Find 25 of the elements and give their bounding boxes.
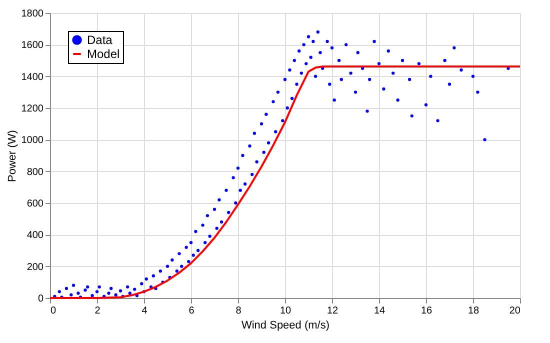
x-tick-label: 6	[188, 306, 195, 316]
x-tick-label: 2	[94, 306, 101, 316]
y-axis-title: Power (W)	[6, 130, 18, 182]
x-tick-label: 0	[50, 306, 56, 316]
y-tick-label: 1000	[21, 135, 44, 146]
y-tick-label: 400	[26, 230, 44, 242]
x-tick-label: 12	[326, 306, 338, 316]
y-tick-label: 1600	[21, 40, 44, 52]
x-tick-label: 8	[236, 306, 242, 316]
y-tick-label: 0	[38, 294, 44, 304]
y-tick-label: 600	[26, 198, 44, 210]
legend-label: Data	[87, 33, 113, 47]
x-tick-label: 10	[280, 306, 292, 316]
y-tick-label: 800	[26, 166, 44, 178]
y-tick-label: 1400	[21, 72, 44, 83]
y-tick-label: 1200	[21, 104, 44, 114]
x-tick-label: 16	[420, 306, 432, 316]
y-tick-label: 200	[26, 262, 44, 273]
x-tick-label: 14	[374, 306, 386, 316]
x-tick-label: 20	[509, 306, 521, 316]
legend-label: Model	[87, 47, 120, 61]
x-axis-title: Wind Speed (m/s)	[241, 320, 330, 332]
y-tick-label: 1800	[21, 8, 44, 20]
x-tick-label: 18	[468, 306, 480, 316]
x-tick-label: 4	[142, 306, 148, 316]
